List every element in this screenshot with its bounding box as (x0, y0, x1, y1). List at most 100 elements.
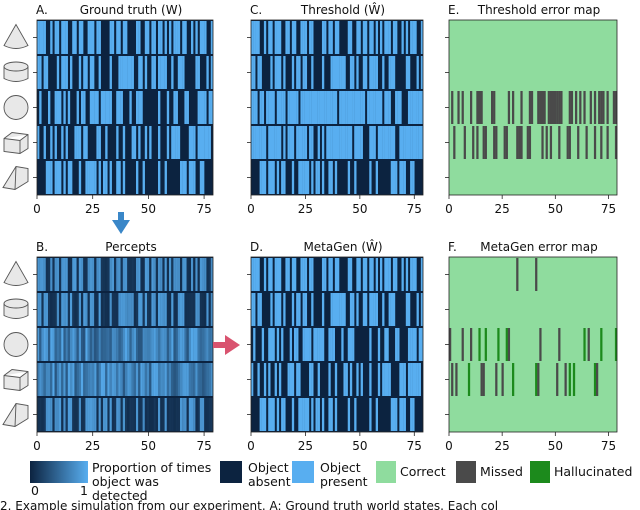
heatmap-cell (321, 126, 325, 159)
heatmap-cell (251, 258, 254, 291)
heatmap-cell (186, 258, 189, 291)
heatmap-cell (414, 328, 417, 361)
heatmap-cell (116, 398, 119, 431)
heatmap-cell (539, 328, 542, 361)
heatmap-cell (317, 91, 320, 124)
heatmap-cell (202, 91, 205, 124)
heatmap-cell (195, 258, 198, 291)
heatmap-cell (558, 126, 561, 159)
heatmap-cell (72, 21, 75, 54)
heatmap-cell (142, 398, 145, 431)
heatmap-cell (339, 91, 342, 124)
heatmap-cell (558, 91, 561, 124)
x-tick-label: 25 (85, 202, 100, 216)
heatmap-cell (76, 328, 79, 361)
heatmap-cell (420, 258, 424, 291)
panel-title: MetaGen (Ŵ) (303, 239, 382, 254)
heatmap-cell (377, 363, 381, 396)
heatmap-cell (175, 328, 178, 361)
heatmap-cell (556, 91, 559, 124)
heatmap-cell (356, 91, 359, 124)
heatmap-cell (151, 21, 154, 54)
heatmap-cell (354, 91, 357, 124)
heatmap-cell (420, 91, 424, 124)
heatmap-cell (87, 161, 90, 194)
heatmap-cell (160, 398, 163, 431)
heatmap-cell (298, 363, 301, 396)
heatmap-cell (375, 91, 378, 124)
heatmap-cell (164, 328, 167, 361)
heatmap-cell (253, 56, 256, 89)
heatmap-cell (45, 258, 49, 291)
heatmap-cell (332, 56, 335, 89)
heatmap-cell (56, 328, 60, 361)
heatmap-cell (138, 363, 141, 396)
heatmap-cell (332, 328, 335, 361)
heatmap-cell (166, 258, 170, 291)
wedge-icon (2, 403, 29, 427)
heatmap-cell (74, 328, 77, 361)
heatmap-cell (577, 126, 580, 159)
heatmap-cell (89, 363, 93, 396)
heatmap-cell (352, 56, 355, 89)
heatmap-cell (138, 328, 141, 361)
heatmap-cell (147, 328, 150, 361)
heatmap-cell (551, 91, 555, 124)
panel-title: Threshold (Ŵ) (300, 2, 385, 17)
heatmap-cell (291, 398, 295, 431)
heatmap-cell (56, 56, 60, 89)
heatmap-cell (377, 328, 381, 361)
heatmap-cell (302, 91, 305, 124)
x-tick-label: 75 (601, 439, 616, 453)
heatmap-cell (160, 56, 163, 89)
legend: 0 1 Proportion of times object was detec… (0, 458, 640, 503)
heatmap-cell (253, 258, 256, 291)
heatmap-cell (173, 293, 176, 326)
heatmap-cell (191, 126, 194, 159)
heatmap-cell (74, 21, 77, 54)
heatmap-cell (410, 21, 413, 54)
heatmap-cell (208, 258, 211, 291)
heatmap-cell (558, 328, 561, 361)
heatmap-cell (169, 328, 172, 361)
heatmap-cell (74, 126, 77, 159)
heatmap-cell (65, 21, 68, 54)
heatmap-cell (418, 126, 421, 159)
heatmap-cell (257, 363, 260, 396)
heatmap-cell (501, 363, 504, 396)
heatmap-cell (164, 363, 167, 396)
heatmap-cell (416, 56, 419, 89)
heatmap-cell (188, 363, 192, 396)
heatmap-cell (202, 328, 205, 361)
heatmap-cell (416, 293, 419, 326)
figure-caption: 2. Example simulation from our experimen… (0, 500, 499, 510)
heatmap-cell (410, 126, 413, 159)
heatmap-cell (395, 398, 398, 431)
heatmap-cell (125, 398, 128, 431)
heatmap-cell (50, 126, 53, 159)
heatmap-cell (407, 328, 411, 361)
heatmap-cell (131, 56, 134, 89)
heatmap-cell (107, 328, 110, 361)
heatmap-cell (251, 293, 254, 326)
heatmap-cell (142, 328, 145, 361)
heatmap-cell (362, 21, 366, 54)
heatmap-cell (133, 293, 137, 326)
heatmap-cell (43, 398, 46, 431)
heatmap-cell (587, 328, 590, 361)
heatmap-cell (171, 293, 174, 326)
heatmap-cell (321, 293, 325, 326)
heatmap-cell (138, 21, 141, 54)
heatmap-cell (337, 293, 340, 326)
heatmap-cell (270, 398, 273, 431)
heatmap-cell (259, 398, 262, 431)
heatmap-cell (593, 91, 597, 124)
heatmap-cell (375, 258, 378, 291)
heatmap-cell (166, 398, 170, 431)
heatmap-cell (304, 126, 308, 159)
heatmap-cell (251, 363, 254, 396)
legend-present-swatch (292, 461, 314, 483)
heatmap-cell (169, 363, 172, 396)
heatmap-cell (164, 56, 167, 89)
heatmap-cell (111, 21, 115, 54)
